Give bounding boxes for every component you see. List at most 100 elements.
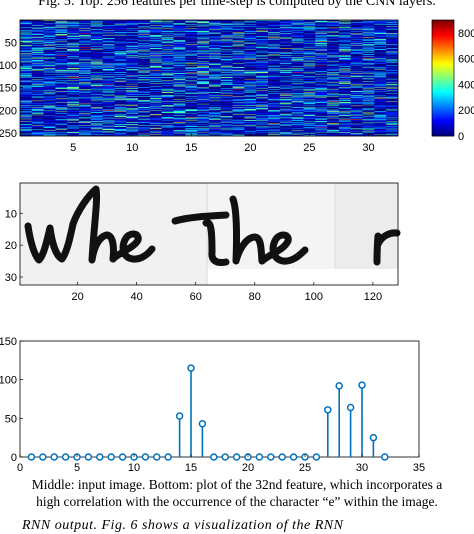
heatmap-cell xyxy=(102,72,115,74)
heatmap-cell xyxy=(31,61,44,63)
heatmap-cell xyxy=(20,24,33,26)
heatmap-cell xyxy=(20,81,33,82)
heatmap-cell xyxy=(20,134,33,135)
heatmap-cell xyxy=(90,87,103,89)
heatmap-cell xyxy=(20,49,33,51)
heatmap-cell xyxy=(55,117,68,119)
heatmap-cell xyxy=(90,20,103,22)
heatmap-cell xyxy=(114,63,127,65)
heatmap-cell xyxy=(31,123,44,125)
heatmap-cell xyxy=(102,129,115,130)
heatmap-cell xyxy=(114,82,127,84)
heatmap-cell xyxy=(43,133,56,135)
heatmap-cell xyxy=(149,86,163,87)
heatmap-cell xyxy=(67,78,80,80)
heatmap-cell xyxy=(102,78,115,80)
heatmap-cell xyxy=(161,21,174,23)
heatmap-cell xyxy=(79,87,92,89)
heatmap-cell xyxy=(43,34,56,36)
heatmap-cell xyxy=(43,112,56,114)
heatmap-cell xyxy=(114,84,127,86)
heatmap-cell xyxy=(138,120,151,121)
heatmap-cell xyxy=(67,67,80,68)
heatmap-cell xyxy=(114,71,127,72)
heatmap-cell xyxy=(149,44,163,45)
heatmap-cell xyxy=(114,82,127,84)
heatmap-cell xyxy=(67,81,80,83)
heatmap-cell xyxy=(102,134,115,136)
heatmap-cell xyxy=(20,37,33,38)
heatmap-cell xyxy=(43,78,56,80)
heatmap-cell xyxy=(114,66,127,67)
heatmap-cell xyxy=(114,85,127,86)
heatmap-cell xyxy=(43,70,56,72)
heatmap-cell xyxy=(31,87,44,89)
heatmap-cell xyxy=(126,47,139,49)
heatmap-cell xyxy=(126,116,139,118)
heatmap-cell xyxy=(20,33,33,34)
heatmap-cell xyxy=(43,122,56,124)
heatmap-cell xyxy=(138,68,151,69)
heatmap-cell xyxy=(114,38,127,39)
heatmap-cell xyxy=(43,86,56,87)
heatmap-cell xyxy=(31,60,44,62)
heatmap-cell xyxy=(43,37,56,39)
heatmap-cell xyxy=(149,100,163,102)
heatmap-cell xyxy=(114,89,127,91)
heatmap-cell xyxy=(90,126,103,128)
heatmap-cell xyxy=(55,114,68,116)
heatmap-cell xyxy=(43,59,56,61)
heatmap-cell xyxy=(102,92,115,93)
heatmap-cell xyxy=(126,33,139,34)
heatmap-cell xyxy=(20,84,33,86)
heatmap-cell xyxy=(90,84,103,86)
heatmap-cell xyxy=(43,68,56,70)
heatmap-cell xyxy=(79,98,92,100)
heatmap-cell xyxy=(126,101,139,102)
heatmap-cell xyxy=(67,55,80,57)
heatmap-cell xyxy=(55,134,68,135)
heatmap-cell xyxy=(126,73,139,74)
heatmap-cell xyxy=(149,118,163,120)
heatmap-cell xyxy=(161,20,174,22)
heatmap-cell xyxy=(20,97,33,98)
heatmap-cell xyxy=(20,116,33,118)
heatmap-cell xyxy=(79,78,92,79)
heatmap-cell xyxy=(126,104,139,106)
heatmap-cell xyxy=(67,54,80,56)
heatmap-cell xyxy=(102,121,115,123)
heatmap-cell xyxy=(138,107,151,109)
heatmap-cell xyxy=(126,31,139,33)
heatmap-cell xyxy=(138,58,151,60)
heatmap-cell xyxy=(102,92,115,94)
heatmap-cell xyxy=(90,65,103,67)
heatmap-cell xyxy=(149,66,163,68)
heatmap-cell xyxy=(126,77,139,78)
heatmap-cell xyxy=(149,105,163,106)
heatmap-cell xyxy=(149,107,163,109)
heatmap-cell xyxy=(79,32,92,33)
heatmap-cell xyxy=(138,92,151,94)
heatmap-cell xyxy=(79,84,92,86)
heatmap-cell xyxy=(31,36,44,38)
heatmap-cell xyxy=(102,90,115,92)
heatmap-cell xyxy=(67,126,80,128)
heatmap-cell xyxy=(31,48,44,49)
heatmap-cell xyxy=(67,30,80,32)
heatmap-cell xyxy=(90,44,103,46)
heatmap-cell xyxy=(67,90,80,91)
heatmap-cell xyxy=(67,123,80,125)
heatmap-cell xyxy=(102,80,115,82)
heatmap-cell xyxy=(20,50,33,52)
heatmap-cell xyxy=(20,38,33,40)
heatmap-cell xyxy=(126,50,139,52)
heatmap-cell xyxy=(102,130,115,132)
heatmap-cell xyxy=(90,100,103,101)
heatmap-cell xyxy=(31,97,44,98)
heatmap-cell xyxy=(79,36,92,38)
heatmap-cell xyxy=(79,33,92,34)
heatmap-cell xyxy=(55,65,68,67)
heatmap-cell xyxy=(67,44,80,46)
heatmap-cell xyxy=(67,40,80,42)
heatmap-cell xyxy=(67,31,80,33)
